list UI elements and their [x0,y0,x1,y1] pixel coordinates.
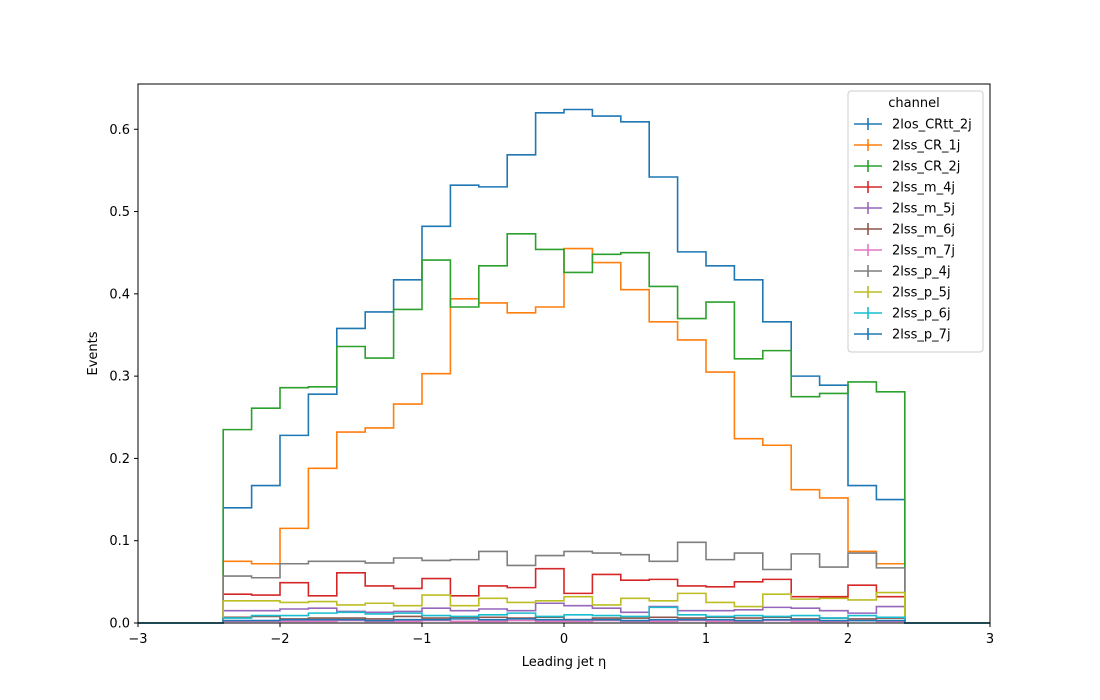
x-tick-label: −2 [270,632,289,647]
series-line-2lss_CR_1j [138,247,990,624]
legend-item: 2los_CRtt_2j [854,118,972,133]
series-line-2lss_p_5j [138,591,990,624]
legend-label: 2los_CRtt_2j [892,118,972,133]
x-tick-label: 3 [986,632,994,647]
y-tick-label: 0.2 [109,452,130,467]
legend-label: 2lss_p_7j [892,328,951,343]
series-line-2lss_p_4j [138,541,990,624]
legend-items: 2los_CRtt_2j 2lss_CR_1j 2lss_CR_2j 2lss_m_4… [854,118,972,343]
legend: channel 2los_CRtt_2j 2lss_CR_1j 2lss_CR_2j… [847,90,984,353]
legend-title: channel [888,96,939,111]
y-tick-label: 0.3 [109,370,130,385]
series-line-2lss_m_4j [138,567,990,624]
legend-item: 2lss_CR_2j [854,160,960,175]
legend-item: 2lss_m_7j [854,244,955,259]
y-tick-label: 0.1 [109,534,130,549]
x-axis-label: Leading jet η [522,655,607,670]
legend-label: 2lss_m_4j [892,181,955,196]
y-axis-label: Events [86,331,101,375]
x-tick-label: 0 [560,632,568,647]
legend-item: 2lss_CR_1j [854,139,960,154]
legend-label: 2lss_CR_1j [892,139,960,154]
x-tick-label: 2 [844,632,852,647]
series-line-2los_CRtt_2j [138,108,990,624]
y-tick-label: 0.0 [109,617,130,632]
x-tick-label: −3 [128,632,147,647]
legend-item: 2lss_p_5j [854,286,951,301]
y-tick-label: 0.4 [109,287,130,302]
legend-label: 2lss_p_4j [892,265,951,280]
legend-box [847,90,984,353]
series-line-2lss_m_5j [138,602,990,624]
legend-label: 2lss_CR_2j [892,160,960,175]
legend-item: 2lss_m_4j [854,181,955,196]
series-layer [138,108,990,624]
series-line-2lss_p_6j [138,606,990,624]
legend-label: 2lss_m_5j [892,202,955,217]
legend-label: 2lss_m_6j [892,223,955,238]
axes-layer: −3 −2 −1 0 1 2 3 0.0 0.1 0.2 0.3 0.4 0.5 0.6 [109,123,994,647]
legend-item: 2lss_p_7j [854,328,951,343]
y-tick-label: 0.5 [109,205,130,220]
legend-item: 2lss_p_4j [854,265,951,280]
x-tick-label: 1 [702,632,710,647]
legend-item: 2lss_m_6j [854,223,955,238]
legend-label: 2lss_p_6j [892,307,951,322]
y-tick-label: 0.6 [109,123,130,138]
series-line-2lss_p_7j [138,618,990,624]
legend-label: 2lss_p_5j [892,286,951,301]
legend-label: 2lss_m_7j [892,244,955,259]
x-tick-label: −1 [412,632,431,647]
legend-item: 2lss_p_6j [854,307,951,322]
series-line-2lss_CR_2j [138,232,990,624]
legend-item: 2lss_m_5j [854,202,955,217]
series-line-2lss_m_7j [138,619,990,624]
